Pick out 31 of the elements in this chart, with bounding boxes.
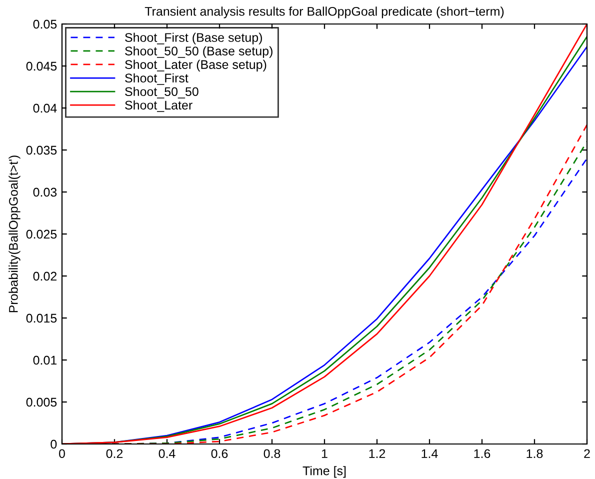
x-tick-label: 0.2 [106,449,123,458]
x-tick-label: 0.4 [158,449,176,458]
y-tick-label: 0.045 [26,62,57,71]
y-tick-label: 0.01 [33,356,57,365]
x-tick-label: 0.8 [264,449,280,458]
y-axis-title: Probability(BallOppGoal(t>t') [8,156,20,312]
legend-label: Shoot_Later [125,100,192,112]
x-tick-label: 1.4 [422,449,438,458]
y-tick-label: 0.025 [26,230,57,239]
x-tick-label: 1 [322,449,328,458]
x-tick-label: 2 [584,449,590,458]
y-tick-label: 0.04 [33,104,57,113]
chart-title: Transient analysis results for BallOppGoal predicate (short−term) [144,6,504,18]
x-tick-label: 1.8 [526,449,543,458]
legend-label: Shoot_Later (Base setup) [125,60,266,72]
legend-label: Shoot_50_50 [125,86,198,98]
y-tick-label: 0.03 [33,188,57,197]
y-tick-label: 0.02 [33,272,57,281]
legend-label: Shoot_First [125,73,188,85]
x-tick-label: 1.2 [369,449,386,458]
y-tick-label: 0.015 [26,314,57,323]
y-tick-label: 0 [50,440,57,449]
y-tick-label: 0.05 [33,20,57,29]
x-axis-title: Time [s] [302,466,346,478]
y-tick-label: 0.035 [26,146,57,155]
x-tick-label: 0 [59,449,65,458]
legend-label: Shoot_First (Base setup) [125,32,262,44]
y-tick-label: 0.005 [26,398,57,407]
x-tick-label: 1.6 [474,449,490,458]
x-tick-label: 0.6 [211,449,228,458]
legend-label: Shoot_50_50 (Base setup) [125,46,272,58]
